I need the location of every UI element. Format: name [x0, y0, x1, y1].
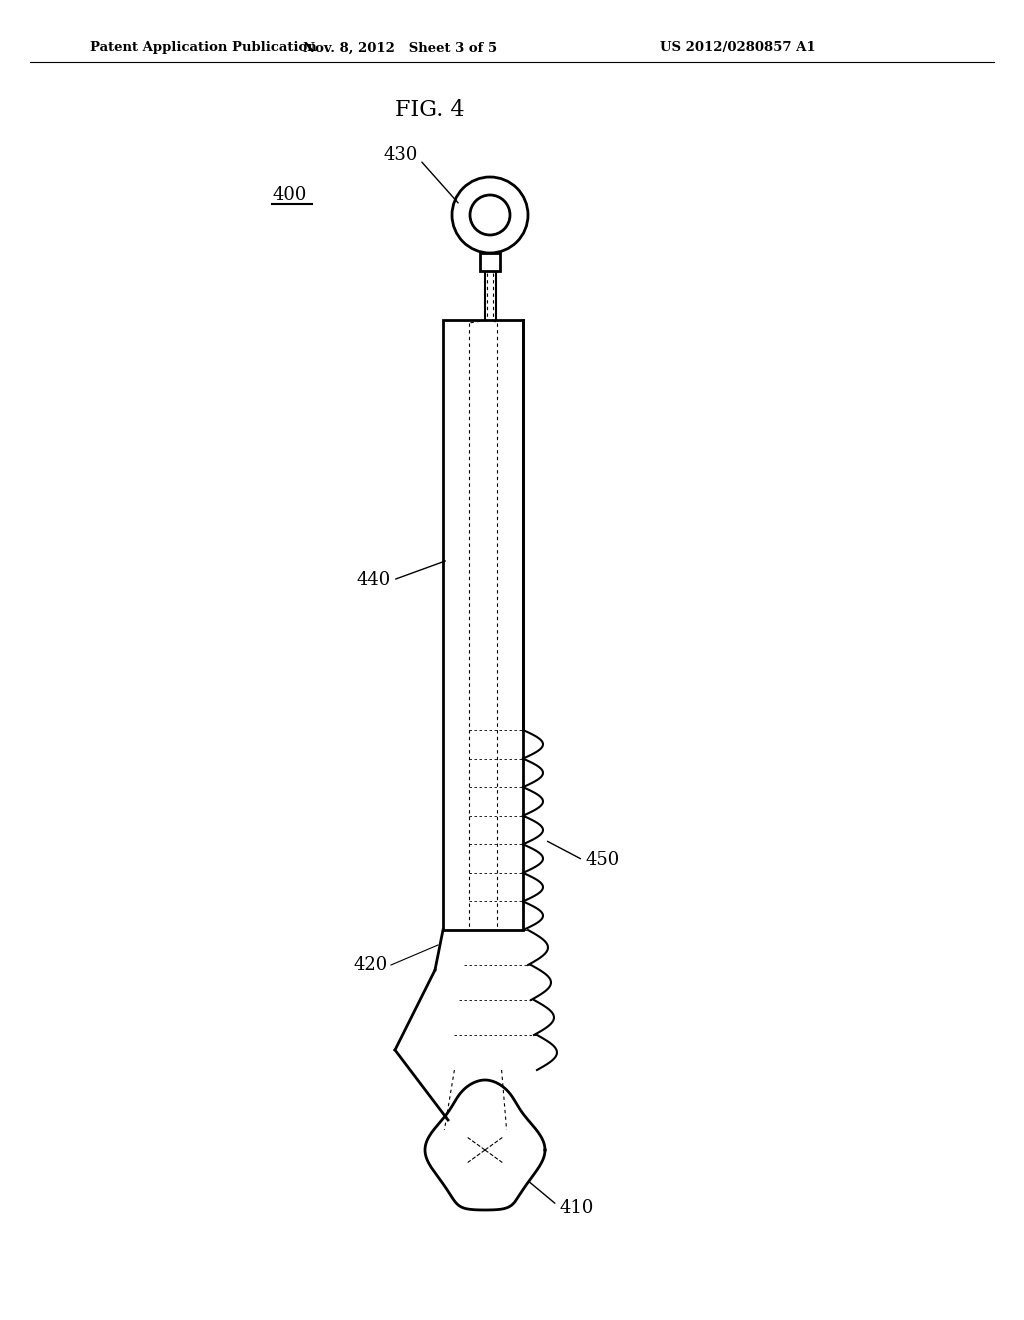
- Text: 440: 440: [356, 572, 391, 589]
- Bar: [443, 319, 523, 931]
- Polygon shape: [425, 1080, 545, 1210]
- Text: Patent Application Publication: Patent Application Publication: [90, 41, 316, 54]
- Text: Nov. 8, 2012   Sheet 3 of 5: Nov. 8, 2012 Sheet 3 of 5: [303, 41, 497, 54]
- Bar: [480, 253, 500, 271]
- Text: 430: 430: [384, 147, 418, 164]
- Text: 420: 420: [353, 956, 388, 974]
- Text: FIG. 4: FIG. 4: [395, 99, 465, 121]
- Text: 400: 400: [272, 186, 307, 205]
- Text: 410: 410: [559, 1199, 593, 1217]
- Text: 450: 450: [585, 851, 620, 869]
- Text: US 2012/0280857 A1: US 2012/0280857 A1: [660, 41, 816, 54]
